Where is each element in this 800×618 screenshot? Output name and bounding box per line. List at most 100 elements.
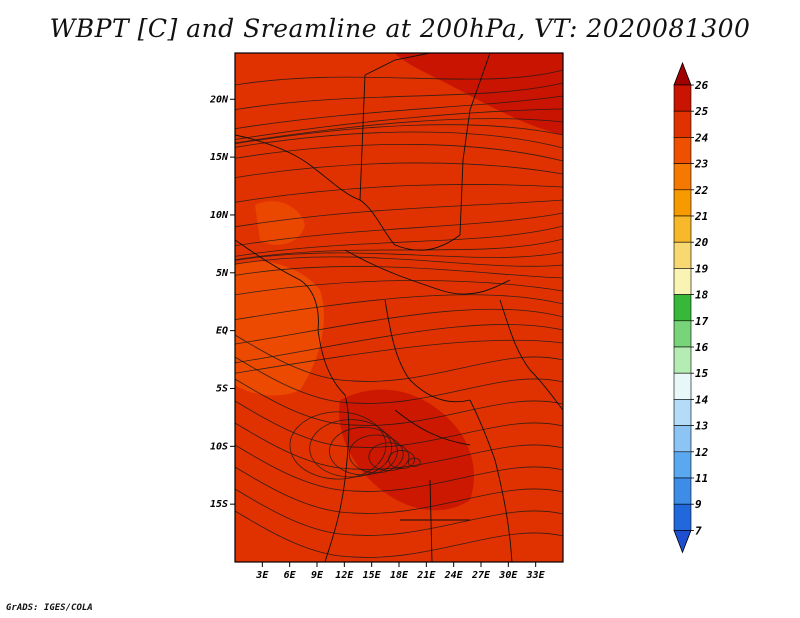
streamline xyxy=(235,108,563,140)
lon-tick-label: 18E xyxy=(390,570,409,581)
streamline xyxy=(407,457,421,467)
streamline xyxy=(235,256,563,267)
streamline xyxy=(235,251,563,261)
colorbar-label: 19 xyxy=(695,262,709,275)
lat-tick-label: 5S xyxy=(216,383,228,394)
colorbar-label: 15 xyxy=(695,367,709,380)
lon-tick-label: 9E xyxy=(311,570,324,581)
country-boundaries xyxy=(235,53,563,562)
lat-tick-label: 15N xyxy=(210,152,229,163)
colorbar-swatch xyxy=(673,320,692,348)
lon-tick-label: 30E xyxy=(498,570,518,581)
colorbar-label: 21 xyxy=(694,210,708,223)
country-border xyxy=(344,249,511,295)
warm-region-northeast xyxy=(395,53,563,135)
cool-region-west xyxy=(235,261,324,396)
streamline xyxy=(289,411,387,480)
streamline xyxy=(235,82,563,110)
colorbar-swatch xyxy=(673,189,692,217)
lon-tick-label: 27E xyxy=(471,570,491,581)
colorbar-label: 14 xyxy=(695,393,709,406)
streamline xyxy=(235,212,563,247)
country-border xyxy=(235,239,350,562)
colorbar-swatch xyxy=(673,503,692,531)
country-border xyxy=(469,399,513,562)
streamline xyxy=(235,280,563,296)
streamline xyxy=(329,426,398,476)
streamline xyxy=(235,131,563,149)
colorbar-label: 7 xyxy=(695,524,702,537)
colorbar-swatch xyxy=(673,425,692,453)
colorbar-label: 17 xyxy=(695,315,709,328)
lon-tick-label: 15E xyxy=(363,570,382,581)
streamline xyxy=(235,488,563,536)
streamline xyxy=(235,356,563,404)
streamline xyxy=(235,118,563,144)
streamline xyxy=(235,225,563,257)
colorbar-swatch xyxy=(673,477,692,505)
country-border xyxy=(459,53,491,236)
colorbar-swatch xyxy=(673,137,692,164)
streamline xyxy=(235,143,563,162)
colorbar-swatch xyxy=(673,110,692,138)
colorbar: 26 25 24 23 22 21 20 19 18 17 16 15 14 13 12 11 9 7 xyxy=(673,61,709,554)
streamline xyxy=(235,184,563,203)
streamline xyxy=(235,199,563,228)
country-border xyxy=(429,479,433,562)
lat-tick-label: 10N xyxy=(210,210,229,221)
colorbar-swatch xyxy=(673,241,692,269)
lon-tick-label: 6E xyxy=(284,570,297,581)
streamline xyxy=(235,308,563,345)
longitude-axis: 3E 6E 9E 12E 15E 18E 21E 24E 27E 30E 33E xyxy=(255,562,546,581)
streamline xyxy=(235,95,563,130)
lon-tick-label: 33E xyxy=(526,570,546,581)
streamlines xyxy=(235,69,563,558)
colorbar-swatch xyxy=(673,84,692,112)
colorbar-label: 16 xyxy=(695,341,709,354)
colorbar-label: 11 xyxy=(695,472,708,485)
lon-tick-label: 24E xyxy=(444,570,464,581)
colorbar-label: 22 xyxy=(694,184,709,197)
colorbar-swatch xyxy=(673,451,692,479)
colorbar-label: 23 xyxy=(694,158,709,171)
colorbar-label: 18 xyxy=(695,289,709,302)
colorbar-label: 20 xyxy=(694,236,709,249)
colorbar-swatch xyxy=(673,163,692,191)
country-border xyxy=(384,299,471,403)
wbpt-field xyxy=(235,53,563,562)
colorbar-label: 25 xyxy=(694,105,709,118)
streamline xyxy=(235,444,563,492)
grads-credit: GrADS: IGES/COLA xyxy=(6,603,93,613)
lat-tick-label: 15S xyxy=(210,499,228,510)
latitude-axis: 20N 15N 10N 5N EQ 5S 10S 15S xyxy=(209,94,235,510)
streamline xyxy=(235,294,563,320)
lon-tick-label: 21E xyxy=(416,570,436,581)
streamline xyxy=(235,510,563,558)
streamline xyxy=(235,69,563,86)
streamline xyxy=(235,124,563,145)
colorbar-label: 13 xyxy=(695,420,709,433)
streamline xyxy=(235,400,563,448)
lat-tick-label: EQ xyxy=(216,326,228,337)
colorbar-swatch xyxy=(673,215,692,243)
colorbar-label: 12 xyxy=(695,446,709,459)
lat-tick-label: 20N xyxy=(209,94,229,105)
colorbar-swatch xyxy=(673,372,692,400)
streamline xyxy=(309,419,393,478)
colorbar-swatch xyxy=(673,346,692,374)
cool-region-northwest xyxy=(255,201,305,245)
colorbar-label: 26 xyxy=(694,79,709,92)
streamline xyxy=(235,422,563,470)
colorbar-bottom-arrow xyxy=(673,530,692,554)
streamline xyxy=(235,162,563,179)
colorbar-swatch xyxy=(673,399,692,426)
streamline xyxy=(235,266,563,279)
lat-tick-label: 10S xyxy=(210,441,228,452)
colorbar-swatch xyxy=(673,268,692,295)
streamline xyxy=(235,334,563,382)
streamline xyxy=(235,466,563,514)
streamline xyxy=(235,339,563,374)
chart-title: WBPT [C] and Sreamline at 200hPa, VT: 20… xyxy=(49,14,751,43)
country-border xyxy=(394,409,471,446)
